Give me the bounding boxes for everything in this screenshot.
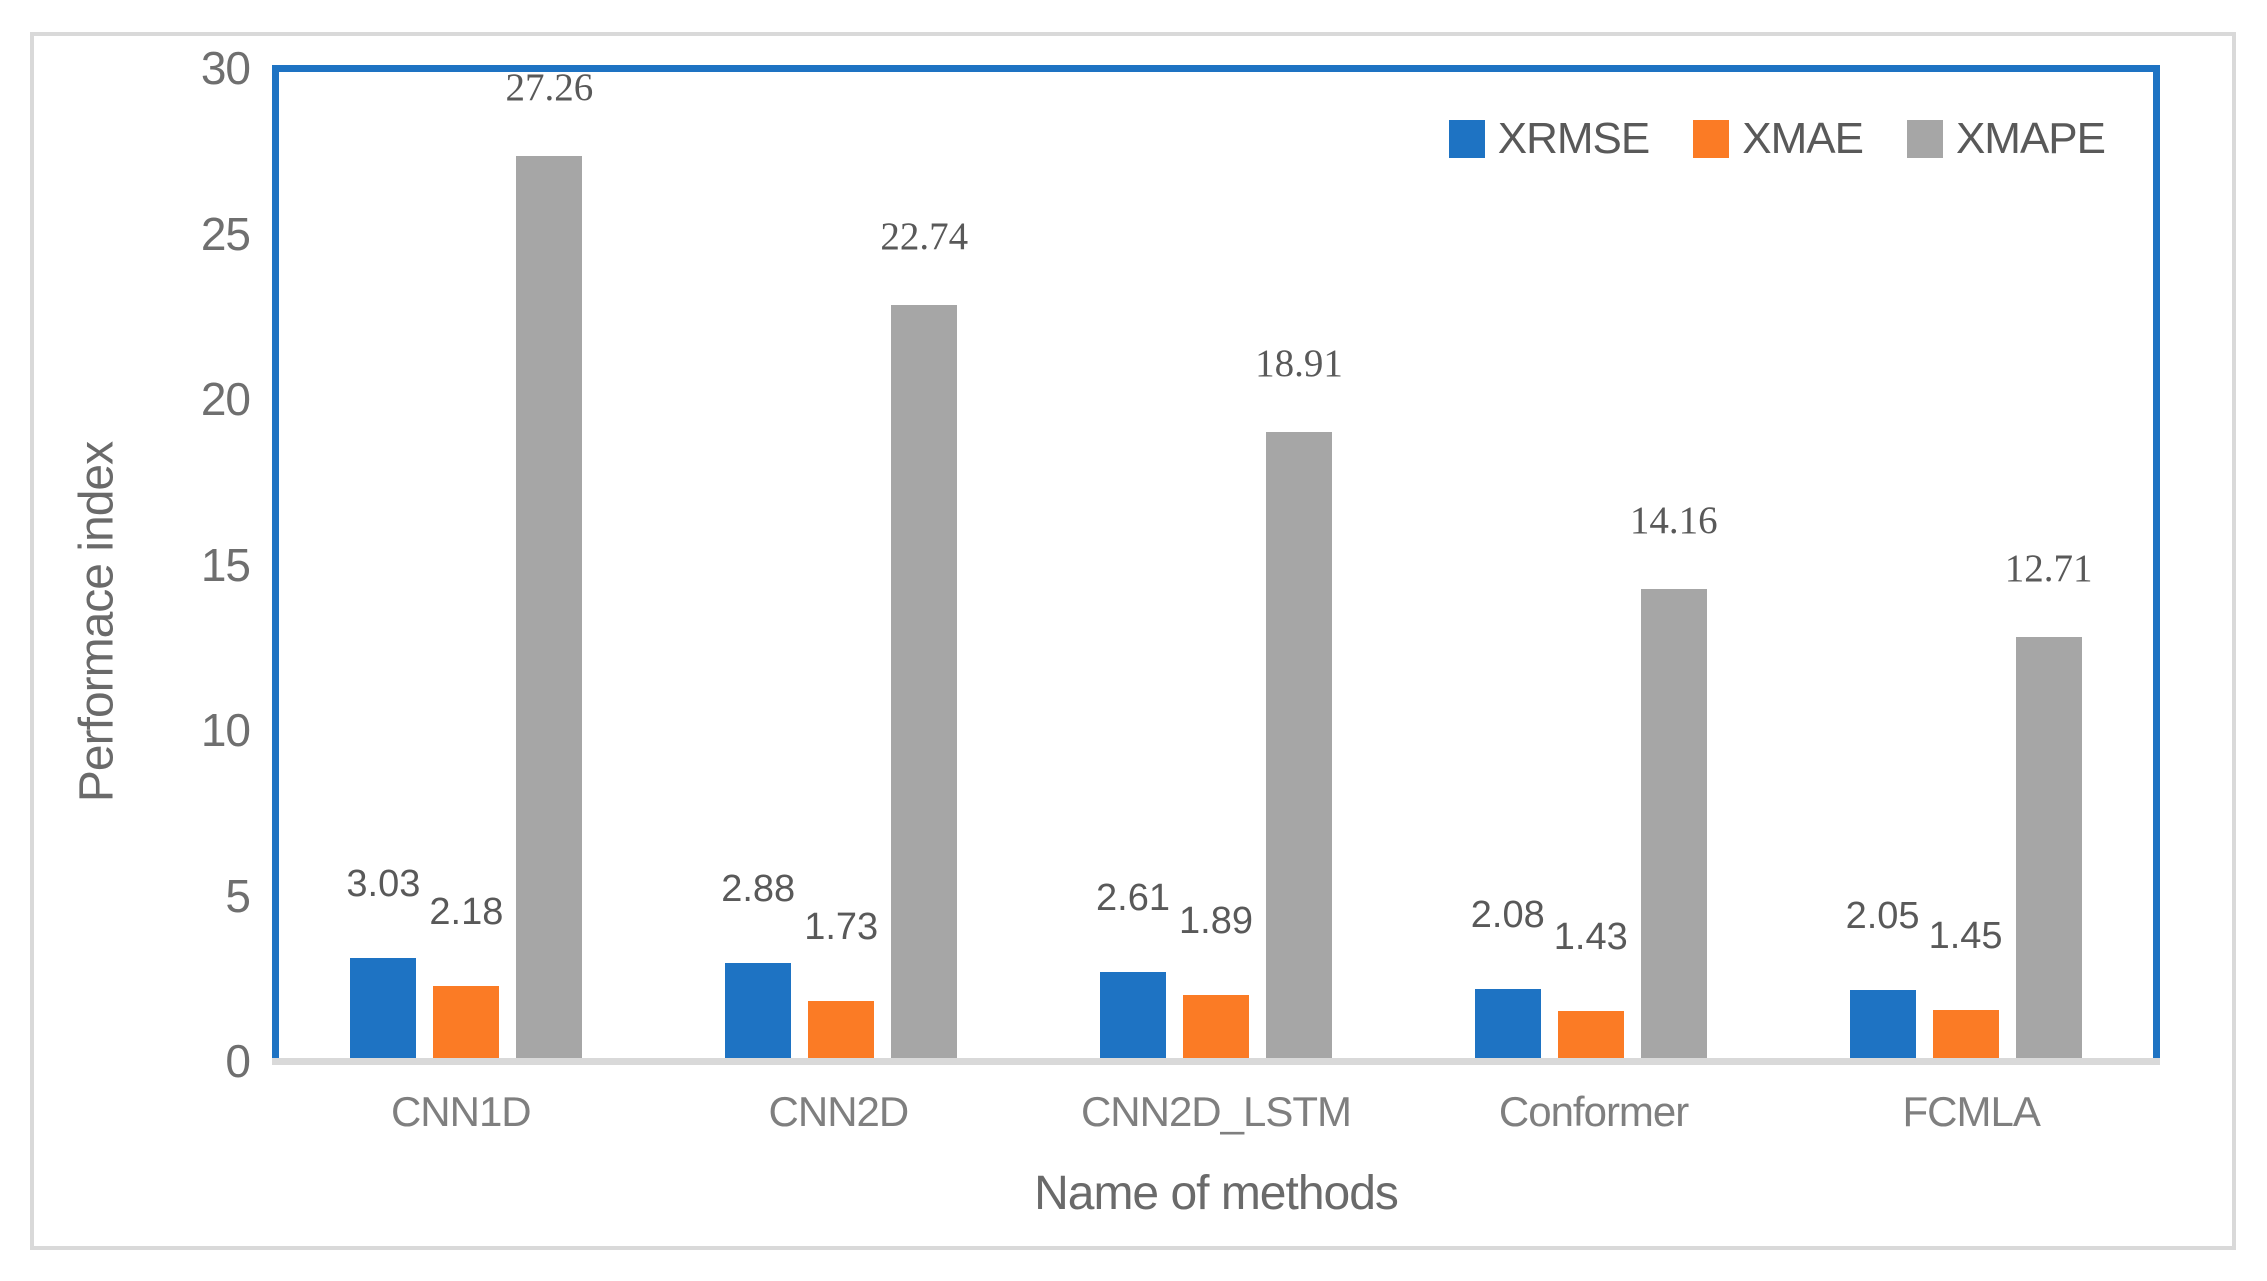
- legend: XRMSE XMAE XMAPE: [1448, 114, 2106, 164]
- bar-xmape-cnn2d: [891, 305, 958, 1058]
- legend-label: XMAE: [1742, 114, 1864, 163]
- value-label: 2.61: [1096, 876, 1170, 919]
- value-label: 14.16: [1629, 499, 1718, 543]
- figure-border: [30, 32, 2236, 1250]
- bar-cell: 22.74: [880, 72, 968, 1058]
- bar-group-cnn2d: 2.88 1.73 22.74: [654, 72, 1029, 1058]
- bar-cell: 2.05: [1846, 72, 1920, 1058]
- legend-swatch-xrmse: [1448, 120, 1485, 158]
- category-label-cnn2d_lstm: CNN2D_LSTM: [1080, 1088, 1352, 1135]
- legend-label: XRMSE: [1497, 114, 1650, 163]
- legend-swatch-xmape: [1906, 120, 1943, 158]
- plot-area: XRMSE XMAE XMAPE 3.03 2.18 27.26 2.88 1.73 22.7…: [272, 65, 2160, 1058]
- bar-cell: 14.16: [1630, 72, 1718, 1058]
- legend-item-xrmse: XRMSE: [1448, 114, 1650, 164]
- bar-groups: 3.03 2.18 27.26 2.88 1.73 22.74 2.61 1.89 18.91 2…: [279, 66, 2153, 1058]
- bar-xmape-fcmla: [2015, 637, 2082, 1058]
- value-label: 2.18: [429, 890, 504, 933]
- bar-group-cnn2d_lstm: 2.61 1.89 18.91: [1029, 72, 1404, 1058]
- x-axis-title: Name of methods: [1034, 1167, 1399, 1220]
- value-label: 12.71: [2004, 547, 2093, 591]
- bar-cell: 27.26: [506, 66, 593, 1058]
- category-label-conformer: Conformer: [1498, 1088, 1689, 1135]
- bar-xmae-fcmla: [1932, 1010, 1999, 1058]
- value-label: 2.05: [1845, 895, 1920, 938]
- bar-xmae-cnn2d: [808, 1000, 875, 1058]
- bar-xrmse-cnn2d_lstm: [1099, 971, 1166, 1058]
- bar-xrmse-cnn1d: [350, 957, 417, 1058]
- value-label: 27.26: [505, 65, 594, 109]
- bar-xrmse-cnn2d: [725, 962, 792, 1058]
- bar-xmape-cnn2d_lstm: [1265, 432, 1332, 1058]
- bar-cell: 2.61: [1096, 72, 1170, 1058]
- bar-xmae-conformer: [1557, 1010, 1624, 1058]
- y-axis-title: Performace index: [70, 441, 124, 803]
- bar-group-fcmla: 2.05 1.45 12.71: [1778, 72, 2153, 1058]
- value-label: 1.89: [1179, 900, 1253, 943]
- bar-group-conformer: 2.08 1.43 14.16: [1403, 72, 1778, 1058]
- bar-cell: 1.45: [1929, 72, 2003, 1058]
- bar-cell: 1.73: [804, 72, 878, 1058]
- value-label: 18.91: [1255, 342, 1343, 386]
- bar-xmape-conformer: [1640, 589, 1707, 1058]
- bar-cell: 3.03: [346, 72, 420, 1058]
- bar-group-cnn1d: 3.03 2.18 27.26: [279, 66, 654, 1058]
- bar-xrmse-fcmla: [1849, 990, 1916, 1058]
- bar-cell: 2.18: [429, 72, 503, 1058]
- legend-item-xmape: XMAPE: [1906, 114, 2106, 164]
- legend-label: XMAPE: [1955, 114, 2106, 163]
- bar-cell: 1.43: [1554, 72, 1628, 1058]
- category-label-cnn1d: CNN1D: [390, 1088, 532, 1135]
- legend-item-xmae: XMAE: [1693, 114, 1864, 164]
- bar-cell: 2.08: [1471, 72, 1545, 1058]
- bar-xmape-cnn1d: [516, 155, 583, 1058]
- category-label-fcmla: FCMLA: [1902, 1088, 2040, 1135]
- category-labels: CNN1D CNN2D CNN2D_LSTM Conformer FCMLA: [272, 1088, 2160, 1136]
- value-label: 1.43: [1553, 915, 1628, 958]
- bar-xrmse-conformer: [1474, 989, 1541, 1058]
- bar-cell: 12.71: [2005, 72, 2092, 1058]
- bar-cell: 2.88: [721, 72, 795, 1058]
- value-label: 2.08: [1470, 894, 1545, 937]
- value-label: 3.03: [346, 862, 421, 905]
- bar-xmae-cnn1d: [433, 985, 500, 1058]
- value-label: 2.88: [721, 867, 796, 910]
- x-axis-line: [272, 1058, 2160, 1065]
- category-label-cnn2d: CNN2D: [768, 1088, 910, 1135]
- bar-cell: 1.89: [1179, 72, 1253, 1058]
- bar-xmae-cnn2d_lstm: [1182, 995, 1249, 1058]
- value-label: 1.45: [1928, 915, 2003, 958]
- value-label: 1.73: [804, 905, 879, 948]
- legend-swatch-xmae: [1693, 120, 1730, 158]
- bar-cell: 18.91: [1255, 72, 1343, 1058]
- value-label: 22.74: [880, 215, 969, 259]
